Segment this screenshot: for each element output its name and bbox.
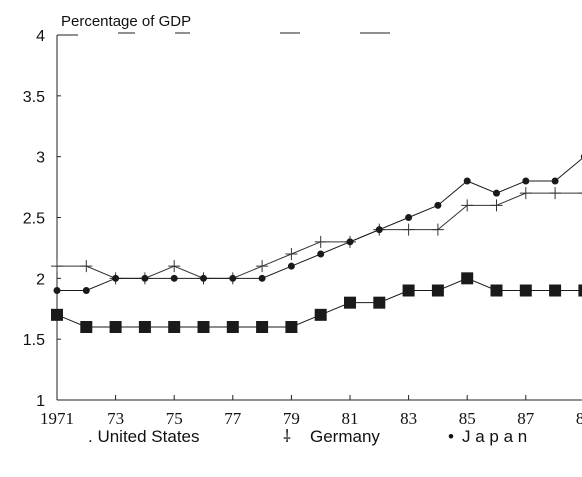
point-united-states bbox=[490, 284, 503, 297]
legend-united-states: . United States bbox=[88, 427, 200, 446]
point-japan bbox=[258, 274, 266, 282]
point-japan bbox=[53, 287, 61, 294]
point-united-states bbox=[461, 272, 474, 285]
point-germany bbox=[51, 260, 63, 273]
series-japan bbox=[53, 154, 582, 294]
y-tick-label: 3.5 bbox=[23, 89, 45, 106]
y-tick-label: 2.5 bbox=[23, 211, 45, 228]
point-germany bbox=[578, 192, 582, 194]
point-germany bbox=[490, 199, 503, 212]
point-japan bbox=[405, 214, 413, 221]
x-tick-label: 81 bbox=[342, 409, 359, 428]
y-tick-label: 4 bbox=[36, 28, 45, 45]
point-japan bbox=[141, 274, 149, 282]
series-line-germany bbox=[57, 192, 582, 279]
point-united-states bbox=[168, 321, 181, 333]
x-tick-label: 83 bbox=[400, 409, 417, 428]
point-germany bbox=[80, 260, 93, 273]
point-united-states bbox=[549, 284, 562, 297]
series-germany bbox=[51, 187, 582, 285]
point-united-states bbox=[314, 308, 327, 321]
point-germany bbox=[549, 187, 562, 200]
x-tick-label: 79 bbox=[283, 409, 300, 428]
point-germany bbox=[285, 248, 298, 260]
point-united-states bbox=[226, 321, 239, 333]
x-tick-label: 85 bbox=[459, 409, 476, 428]
point-japan bbox=[463, 177, 471, 185]
point-united-states bbox=[256, 321, 269, 333]
point-japan bbox=[522, 177, 530, 185]
point-united-states bbox=[197, 321, 210, 333]
point-united-states bbox=[51, 308, 63, 321]
x-ticks: 1971 73 75 77 79 81 83 85 87 89 bbox=[40, 395, 582, 428]
point-united-states bbox=[578, 284, 582, 297]
x-tick-label: 75 bbox=[166, 409, 183, 428]
point-japan bbox=[82, 287, 90, 294]
legend-japan: J a p a n bbox=[462, 427, 527, 446]
y-tick-label: 3 bbox=[36, 150, 45, 167]
point-japan bbox=[493, 189, 500, 197]
x-tick-label: 73 bbox=[107, 409, 124, 428]
point-united-states bbox=[519, 284, 532, 297]
legend-japan-symbol: • bbox=[448, 427, 454, 446]
y-tick-label: 1 bbox=[36, 393, 45, 410]
y-axis-label: Percentage of GDP bbox=[61, 13, 191, 30]
point-united-states bbox=[373, 296, 386, 309]
y-tick-label: 1.5 bbox=[23, 332, 45, 349]
x-tick-label: 89 bbox=[576, 409, 582, 428]
point-japan bbox=[112, 274, 120, 282]
point-united-states bbox=[109, 321, 122, 333]
y-tick-label: 2 bbox=[36, 271, 45, 288]
point-germany bbox=[461, 199, 474, 212]
point-united-states bbox=[344, 296, 356, 309]
point-germany bbox=[256, 260, 269, 273]
point-japan bbox=[346, 238, 354, 246]
point-united-states bbox=[431, 284, 444, 297]
point-germany bbox=[168, 260, 181, 273]
point-japan bbox=[229, 274, 237, 282]
point-japan bbox=[375, 226, 383, 234]
point-germany bbox=[431, 223, 444, 236]
point-japan bbox=[200, 274, 207, 282]
point-united-states bbox=[138, 321, 151, 333]
point-germany bbox=[402, 223, 415, 236]
legend-germany: Germany bbox=[310, 427, 380, 446]
y-ticks: 1 1.5 2 2.5 3 3.5 4 bbox=[23, 28, 61, 410]
point-germany bbox=[314, 235, 327, 248]
point-japan bbox=[317, 250, 325, 258]
series-united-states bbox=[51, 272, 582, 333]
point-japan bbox=[287, 262, 295, 270]
legend: . United States ⸸ Germany • J a p a n bbox=[88, 427, 527, 446]
point-united-states bbox=[80, 321, 93, 333]
point-japan bbox=[170, 274, 178, 282]
series-line-japan bbox=[57, 158, 582, 291]
x-tick-label: 77 bbox=[224, 409, 242, 428]
point-japan bbox=[551, 177, 559, 185]
point-germany bbox=[519, 187, 532, 200]
point-japan bbox=[434, 201, 442, 209]
point-united-states bbox=[402, 284, 415, 297]
x-tick-label: 1971 bbox=[40, 409, 74, 428]
point-united-states bbox=[285, 321, 298, 333]
series-layer bbox=[51, 154, 582, 333]
legend-germany-symbol: ⸸ bbox=[283, 427, 291, 446]
top-border bbox=[57, 32, 390, 36]
x-tick-label: 87 bbox=[517, 409, 535, 428]
